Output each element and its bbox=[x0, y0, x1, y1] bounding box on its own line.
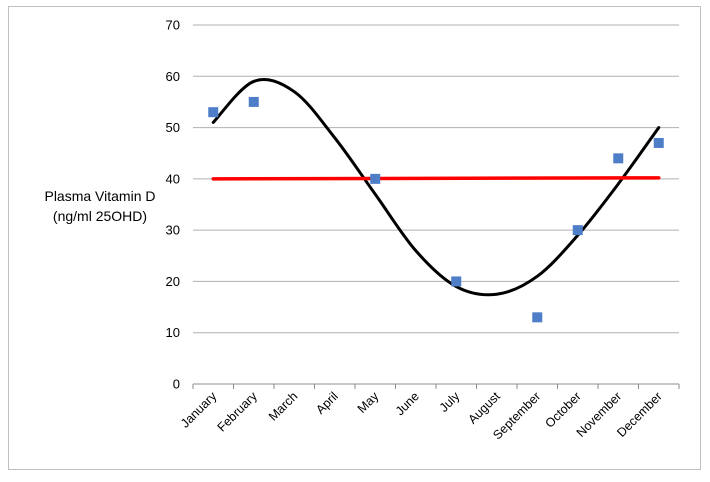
y-tick-label-10: 10 bbox=[166, 325, 180, 340]
y-axis-label: Plasma Vitamin D (ng/ml 25OHD) bbox=[20, 186, 180, 226]
x-tick-label-february: February bbox=[215, 389, 261, 435]
data-point-february bbox=[248, 96, 259, 107]
y-tick-label-60: 60 bbox=[166, 69, 180, 84]
x-tick-label-july: July bbox=[437, 389, 463, 415]
y-tick-label-40: 40 bbox=[166, 171, 180, 186]
x-tick-label-june: June bbox=[393, 389, 422, 418]
curves bbox=[211, 78, 661, 297]
chart-frame bbox=[8, 6, 701, 470]
y-tick-label-20: 20 bbox=[166, 274, 180, 289]
data-point-november bbox=[613, 153, 624, 164]
x-tick-label-april: April bbox=[313, 389, 341, 417]
x-tick-label-october: October bbox=[543, 389, 584, 430]
y-tick-label-50: 50 bbox=[166, 120, 180, 135]
x-tick-label-may: May bbox=[355, 389, 382, 416]
y-tick-label-70: 70 bbox=[166, 18, 180, 33]
x-tick-label-march: March bbox=[266, 389, 300, 423]
x-tick-label-august: August bbox=[465, 389, 503, 427]
y-tick-labels: 0 10 20 30 40 50 60 70 bbox=[166, 18, 180, 392]
y-axis-label-line-2: (ng/ml 25OHD) bbox=[52, 208, 148, 224]
y-tick-label-0: 0 bbox=[173, 377, 180, 392]
x-axis bbox=[192, 383, 680, 389]
data-point-october bbox=[572, 225, 583, 236]
data-point-may bbox=[370, 173, 381, 184]
data-point-january bbox=[208, 107, 219, 118]
y-axis-label-line-1: Plasma Vitamin D bbox=[44, 188, 156, 204]
data-point-september bbox=[532, 312, 543, 323]
data-points bbox=[208, 96, 664, 323]
data-point-december bbox=[653, 137, 664, 148]
y-tick-label-30: 30 bbox=[166, 223, 180, 238]
fitted-curve bbox=[211, 78, 661, 297]
mean-line bbox=[211, 176, 661, 181]
data-point-july bbox=[451, 276, 462, 287]
